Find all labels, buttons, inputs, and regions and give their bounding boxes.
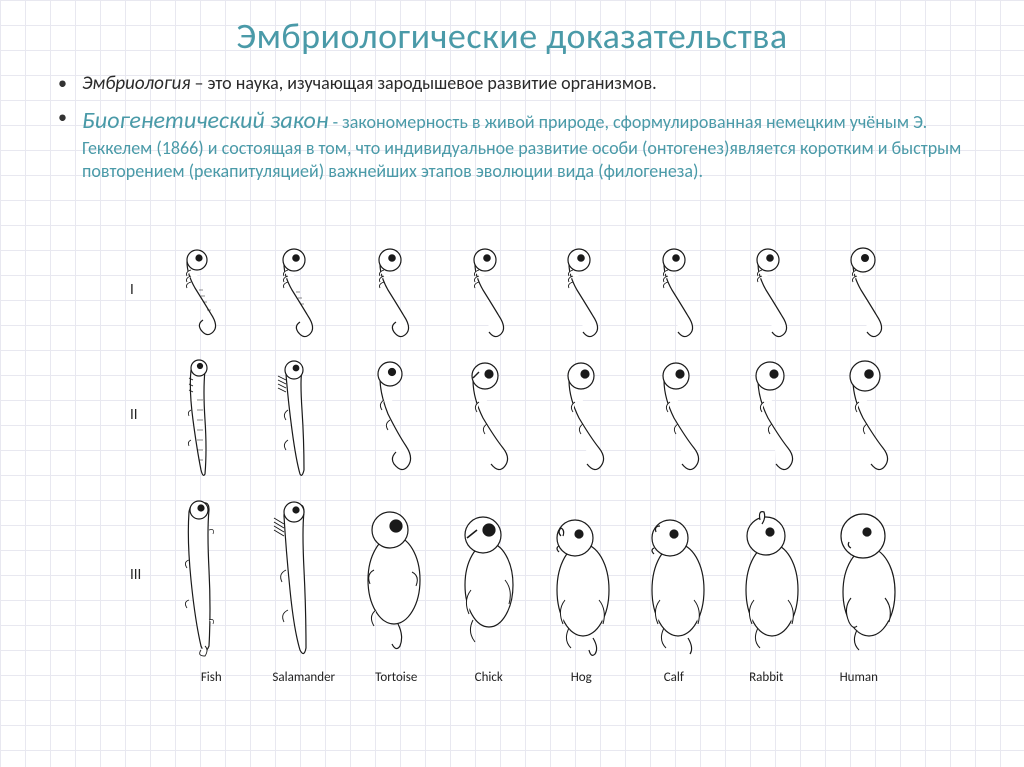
embryo-r2-chick xyxy=(449,350,527,480)
embryo-row-2-items xyxy=(165,350,905,480)
term-biogenetic-law: Биогенетический закон xyxy=(82,106,329,135)
col-salamander: Salamander xyxy=(258,670,351,685)
row-label-3: III xyxy=(130,566,165,584)
row-label-1: I xyxy=(130,281,165,299)
bullet-biogenetic-law: Биогенетический закон - закономерность в… xyxy=(58,106,984,183)
embryo-r1-tortoise xyxy=(354,240,432,340)
row-label-2: II xyxy=(130,406,165,424)
embryo-r3-hog xyxy=(543,490,621,660)
embryo-r1-fish xyxy=(165,240,243,340)
bullet-embryology: Эмбриология – это наука, изучающая зарод… xyxy=(58,72,984,96)
col-tortoise: Tortoise xyxy=(350,670,443,685)
column-labels: Fish Salamander Tortoise Chick Hog Calf … xyxy=(165,670,905,685)
embryo-r3-calf xyxy=(638,490,716,660)
slide: Эмбриологические доказательства Эмбриоло… xyxy=(0,0,1024,183)
embryo-r3-tortoise xyxy=(354,490,432,660)
embryo-r3-rabbit xyxy=(732,490,810,660)
text-embryology: – это наука, изучающая зародышевое разви… xyxy=(190,72,656,94)
embryo-r1-human xyxy=(827,240,905,340)
term-embryology: Эмбриология xyxy=(82,72,190,95)
embryo-row-1-items xyxy=(165,240,905,340)
embryo-r2-calf xyxy=(638,350,716,480)
embryo-r2-human xyxy=(827,350,905,480)
embryo-row-2: II xyxy=(130,350,905,480)
embryo-r2-tortoise xyxy=(354,350,432,480)
embryo-r1-chick xyxy=(449,240,527,340)
col-rabbit: Rabbit xyxy=(720,670,813,685)
col-hog: Hog xyxy=(535,670,628,685)
col-chick: Chick xyxy=(443,670,536,685)
embryo-row-3: III xyxy=(130,490,905,660)
embryo-r1-salamander xyxy=(260,240,338,340)
embryo-r3-chick xyxy=(449,490,527,660)
bullet-list: Эмбриология – это наука, изучающая зарод… xyxy=(40,72,984,183)
embryo-r2-fish xyxy=(165,350,243,480)
embryo-comparison-figure: I II III xyxy=(130,240,905,685)
col-calf: Calf xyxy=(628,670,721,685)
embryo-r2-hog xyxy=(543,350,621,480)
embryo-row-1: I xyxy=(130,240,905,340)
embryo-r2-salamander xyxy=(260,350,338,480)
embryo-r2-rabbit xyxy=(732,350,810,480)
embryo-row-3-items xyxy=(165,490,905,660)
col-fish: Fish xyxy=(165,670,258,685)
col-human: Human xyxy=(813,670,906,685)
embryo-r1-rabbit xyxy=(732,240,810,340)
embryo-r1-calf xyxy=(638,240,716,340)
embryo-r3-salamander xyxy=(260,490,338,660)
embryo-r3-fish xyxy=(165,490,243,660)
embryo-r3-human xyxy=(827,490,905,660)
page-title: Эмбриологические доказательства xyxy=(40,14,984,58)
embryo-r1-hog xyxy=(543,240,621,340)
